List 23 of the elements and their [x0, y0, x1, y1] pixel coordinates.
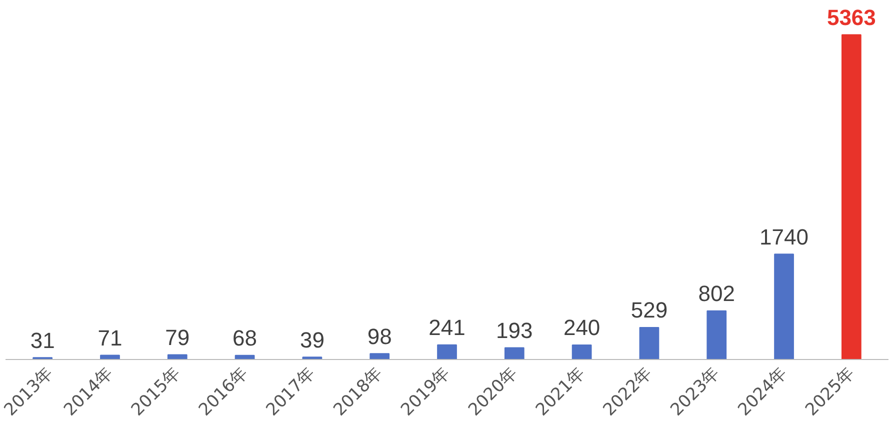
bar — [572, 344, 592, 360]
data-label: 241 — [428, 315, 466, 340]
data-label: 71 — [98, 325, 122, 350]
bar — [841, 34, 862, 360]
data-label: 79 — [165, 324, 190, 350]
bar — [504, 347, 524, 360]
data-label: 240 — [563, 315, 600, 340]
data-label: 529 — [630, 298, 668, 323]
bar — [167, 354, 188, 360]
data-label: 98 — [367, 324, 392, 349]
data-label: 39 — [300, 327, 324, 352]
data-label: 802 — [698, 281, 735, 306]
data-label: 1740 — [760, 224, 809, 250]
bar — [639, 326, 660, 360]
data-label: 193 — [496, 318, 533, 344]
bar — [100, 354, 120, 360]
data-label: 5363 — [826, 4, 876, 30]
bar — [706, 310, 727, 360]
bar — [370, 353, 390, 360]
bar — [774, 254, 794, 360]
data-label: 68 — [232, 326, 258, 351]
data-label: 31 — [30, 328, 55, 353]
bar — [437, 344, 457, 360]
